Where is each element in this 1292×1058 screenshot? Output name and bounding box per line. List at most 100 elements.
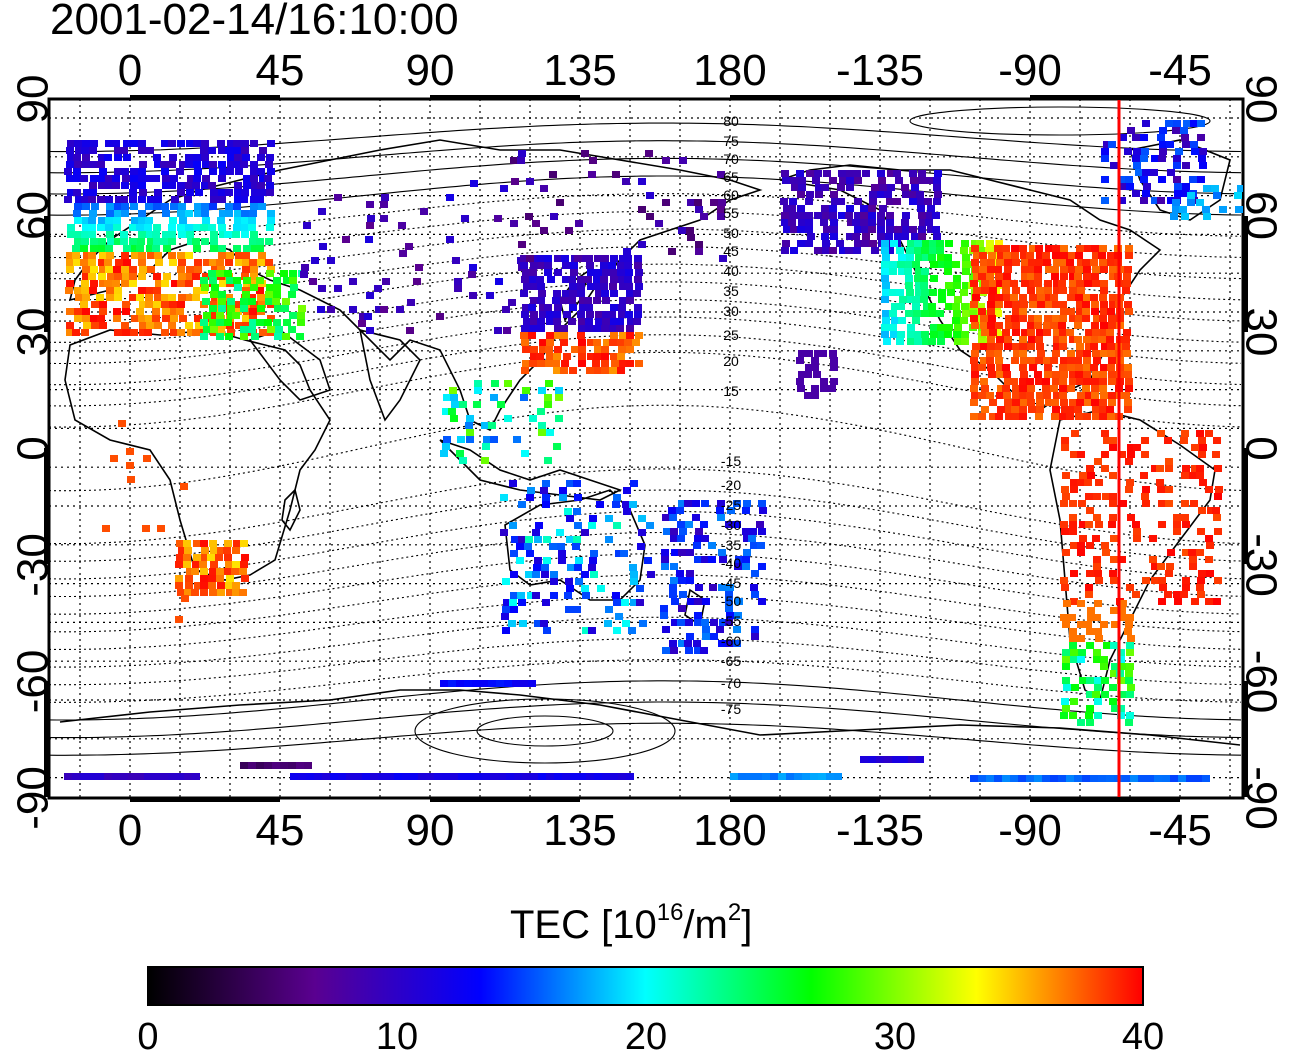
tec-pixel bbox=[577, 290, 585, 297]
tec-pixel bbox=[1061, 444, 1069, 451]
tec-pixel bbox=[442, 773, 450, 780]
tec-pixel bbox=[530, 346, 538, 353]
tec-pixel bbox=[80, 245, 88, 252]
tec-pixel bbox=[979, 266, 987, 273]
tec-pixel bbox=[678, 549, 686, 556]
tec-pixel bbox=[216, 568, 224, 575]
tec-pixel bbox=[128, 773, 136, 780]
tec-pixel bbox=[615, 550, 623, 557]
tec-pixel bbox=[830, 378, 838, 385]
tec-pixel bbox=[944, 261, 952, 268]
tec-pixel bbox=[566, 536, 574, 543]
tec-pixel bbox=[266, 154, 274, 161]
tec-pixel bbox=[75, 231, 83, 238]
tec-pixel bbox=[670, 647, 678, 654]
tec-pixel bbox=[1012, 329, 1020, 336]
tec-pixel bbox=[66, 322, 74, 329]
tec-pixel bbox=[288, 762, 296, 769]
tec-pixel bbox=[482, 773, 490, 780]
tec-pixel bbox=[830, 364, 838, 371]
tec-pixel bbox=[1189, 556, 1197, 563]
tec-pixel bbox=[1106, 329, 1114, 336]
tec-pixel bbox=[980, 315, 988, 322]
tec-pixel bbox=[1101, 465, 1109, 472]
tec-pixel bbox=[176, 540, 184, 547]
tec-pixel bbox=[1074, 273, 1082, 280]
tec-pixel bbox=[145, 203, 153, 210]
tec-pixel bbox=[1126, 649, 1134, 656]
tec-pixel bbox=[1062, 663, 1070, 670]
tec-pixel bbox=[1206, 542, 1214, 549]
tec-pixel bbox=[638, 206, 646, 213]
tec-pixel bbox=[1077, 719, 1085, 726]
tec-pixel bbox=[1109, 514, 1117, 521]
tec-pixel bbox=[161, 168, 169, 175]
tec-pixel bbox=[555, 387, 563, 394]
tec-pixel bbox=[677, 535, 685, 542]
tec-pixel bbox=[978, 392, 986, 399]
tec-pixel bbox=[545, 360, 553, 367]
tec-pixel bbox=[267, 210, 275, 217]
tec-pixel bbox=[155, 280, 163, 287]
tec-pixel bbox=[216, 333, 224, 340]
tec-pixel bbox=[530, 318, 538, 325]
tec-pixel bbox=[897, 261, 905, 268]
tec-pixel bbox=[925, 219, 933, 226]
tec-pixel bbox=[209, 168, 217, 175]
tec-pixel bbox=[170, 203, 178, 210]
tec-pixel bbox=[634, 304, 642, 311]
tec-pixel bbox=[1079, 521, 1087, 528]
tec-pixel bbox=[810, 773, 818, 780]
tec-pixel bbox=[834, 773, 842, 780]
tec-pixel bbox=[621, 599, 629, 606]
tec-pixel bbox=[605, 536, 613, 543]
tec-pixel bbox=[876, 756, 884, 763]
tec-pixel bbox=[907, 324, 915, 331]
tec-pixel bbox=[1059, 413, 1067, 420]
tec-pixel bbox=[218, 298, 226, 305]
tec-pixel bbox=[226, 277, 234, 284]
tec-pixel bbox=[569, 283, 577, 290]
tec-pixel bbox=[300, 271, 308, 278]
tec-pixel bbox=[248, 294, 256, 301]
tec-pixel bbox=[889, 261, 897, 268]
tec-pixel bbox=[782, 240, 790, 247]
tec-pixel bbox=[601, 367, 609, 374]
tec-pixel bbox=[73, 154, 81, 161]
tec-pixel bbox=[90, 280, 98, 287]
tec-pixel bbox=[571, 346, 579, 353]
tec-pixel bbox=[522, 269, 530, 276]
tec-pixel bbox=[1020, 371, 1028, 378]
tec-pixel bbox=[581, 150, 589, 157]
tec-pixel bbox=[266, 284, 274, 291]
tec-pixel bbox=[481, 457, 489, 464]
tec-pixel bbox=[473, 401, 481, 408]
tec-pixel bbox=[626, 360, 634, 367]
tec-pixel bbox=[553, 290, 561, 297]
tec-pixel bbox=[1214, 528, 1222, 535]
tec-pixel bbox=[1090, 259, 1098, 266]
tec-pixel bbox=[882, 254, 890, 261]
tec-pixel bbox=[520, 255, 528, 262]
tec-pixel bbox=[510, 220, 518, 227]
tec-pixel bbox=[686, 577, 694, 584]
tec-pixel bbox=[1174, 183, 1182, 190]
tec-pixel bbox=[210, 561, 218, 568]
tec-pixel bbox=[854, 212, 862, 219]
tec-pixel bbox=[138, 168, 146, 175]
tec-pixel bbox=[928, 338, 936, 345]
tec-pixel bbox=[123, 154, 131, 161]
tec-pixel bbox=[1196, 472, 1204, 479]
tec-pixel bbox=[574, 494, 582, 501]
coast-india bbox=[358, 328, 421, 422]
tec-pixel bbox=[1071, 684, 1079, 691]
tec-pixel bbox=[670, 577, 678, 584]
tec-pixel bbox=[239, 589, 247, 596]
tec-pixel bbox=[1100, 364, 1108, 371]
tec-pixel bbox=[593, 276, 601, 283]
tec-pixel bbox=[839, 177, 847, 184]
tec-pixel bbox=[1118, 451, 1126, 458]
tec-pixel bbox=[1034, 775, 1042, 782]
tec-pixel bbox=[225, 294, 233, 301]
